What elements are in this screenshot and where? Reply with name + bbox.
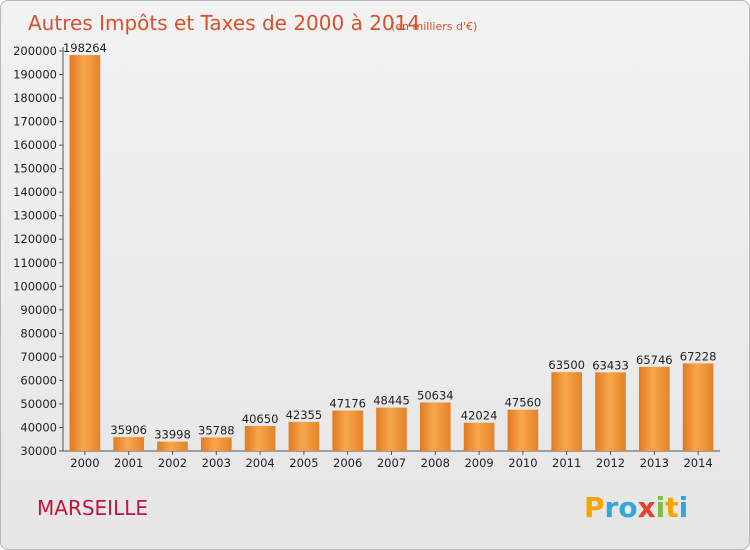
y-tick-label: 60000: [20, 373, 57, 387]
x-tick-label: 2013: [640, 456, 669, 470]
bar-value-label: 47560: [505, 396, 542, 410]
y-tick-label: 200000: [13, 44, 57, 58]
x-tick-label: 2009: [464, 456, 493, 470]
logo-letter: i: [679, 491, 689, 524]
bar-value-label: 40650: [242, 412, 279, 426]
x-tick-label: 2014: [683, 456, 712, 470]
bar-2003: [200, 437, 232, 451]
bar-value-label: 50634: [417, 388, 454, 402]
y-tick-label: 160000: [13, 138, 57, 152]
logo-letter: i: [656, 491, 666, 524]
bar-2000: [69, 55, 101, 451]
logo-letter: x: [638, 491, 656, 524]
x-tick-label: 2008: [421, 456, 450, 470]
bar-2005: [288, 421, 320, 451]
bar-value-label: 35788: [198, 423, 235, 437]
y-tick-label: 140000: [13, 185, 57, 199]
x-tick-label: 2005: [289, 456, 318, 470]
bar-value-label: 67228: [680, 349, 717, 363]
city-name: MARSEILLE: [37, 496, 148, 520]
x-tick-label: 2010: [508, 456, 537, 470]
bar-value-label: 48445: [373, 394, 410, 408]
y-tick-label: 40000: [20, 420, 57, 434]
y-tick-label: 80000: [20, 326, 57, 340]
y-tick-label: 150000: [13, 162, 57, 176]
y-tick-label: 30000: [20, 444, 57, 458]
bar-2009: [463, 422, 495, 451]
bar-value-label: 63500: [548, 358, 585, 372]
bar-value-label: 63433: [592, 358, 629, 372]
y-tick-label: 130000: [13, 209, 57, 223]
y-tick-label: 70000: [20, 350, 57, 364]
y-tick-label: 170000: [13, 115, 57, 129]
bar-2010: [507, 409, 539, 451]
y-tick-label: 120000: [13, 232, 57, 246]
bar-2004: [244, 425, 276, 451]
bar-2012: [595, 372, 626, 451]
y-tick-label: 190000: [13, 68, 57, 82]
bar-2002: [157, 441, 188, 451]
x-tick-label: 2012: [596, 456, 625, 470]
chart-subtitle: (en milliers d'€): [391, 20, 477, 33]
bar-2008: [419, 402, 451, 451]
y-tick-label: 90000: [20, 303, 57, 317]
logo-letter: t: [665, 491, 678, 524]
bar-value-label: 42024: [461, 409, 498, 423]
x-tick-label: 2006: [333, 456, 362, 470]
chart-title: Autres Impôts et Taxes de 2000 à 2014: [28, 11, 420, 35]
proxiti-logo: Proxiti: [584, 491, 688, 524]
bars: 198264 35906 33998 35788 40650 42355 47176 4844…: [63, 41, 716, 451]
bar-value-label: 198264: [63, 41, 107, 55]
x-tick-label: 2001: [114, 456, 143, 470]
axes: 30000 40000 50000 60000 70000 80000 90000 10000…: [13, 44, 720, 470]
y-tick-label: 100000: [13, 279, 57, 293]
x-tick-label: 2003: [202, 456, 231, 470]
logo-letter: P: [584, 491, 605, 524]
bar-value-label: 42355: [286, 408, 323, 422]
x-tick-label: 2011: [552, 456, 581, 470]
bar-value-label: 47176: [329, 397, 366, 411]
x-tick-label: 2004: [245, 456, 274, 470]
bar-2014: [682, 363, 714, 451]
logo-letter: r: [605, 491, 619, 524]
bar-2013: [638, 366, 670, 451]
x-tick-label: 2002: [158, 456, 187, 470]
logo-letter: o: [618, 491, 637, 524]
y-tick-label: 180000: [13, 91, 57, 105]
x-tick-label: 2000: [70, 456, 99, 470]
bar-2001: [113, 437, 145, 451]
bar-2007: [376, 407, 407, 451]
bar-value-label: 33998: [154, 428, 191, 442]
bar-value-label: 35906: [110, 423, 147, 437]
y-tick-label: 110000: [13, 256, 57, 270]
x-tick-label: 2007: [377, 456, 406, 470]
y-tick-label: 50000: [20, 397, 57, 411]
bar-value-label: 65746: [636, 353, 673, 367]
bar-2006: [332, 410, 364, 451]
bar-2011: [551, 372, 583, 451]
